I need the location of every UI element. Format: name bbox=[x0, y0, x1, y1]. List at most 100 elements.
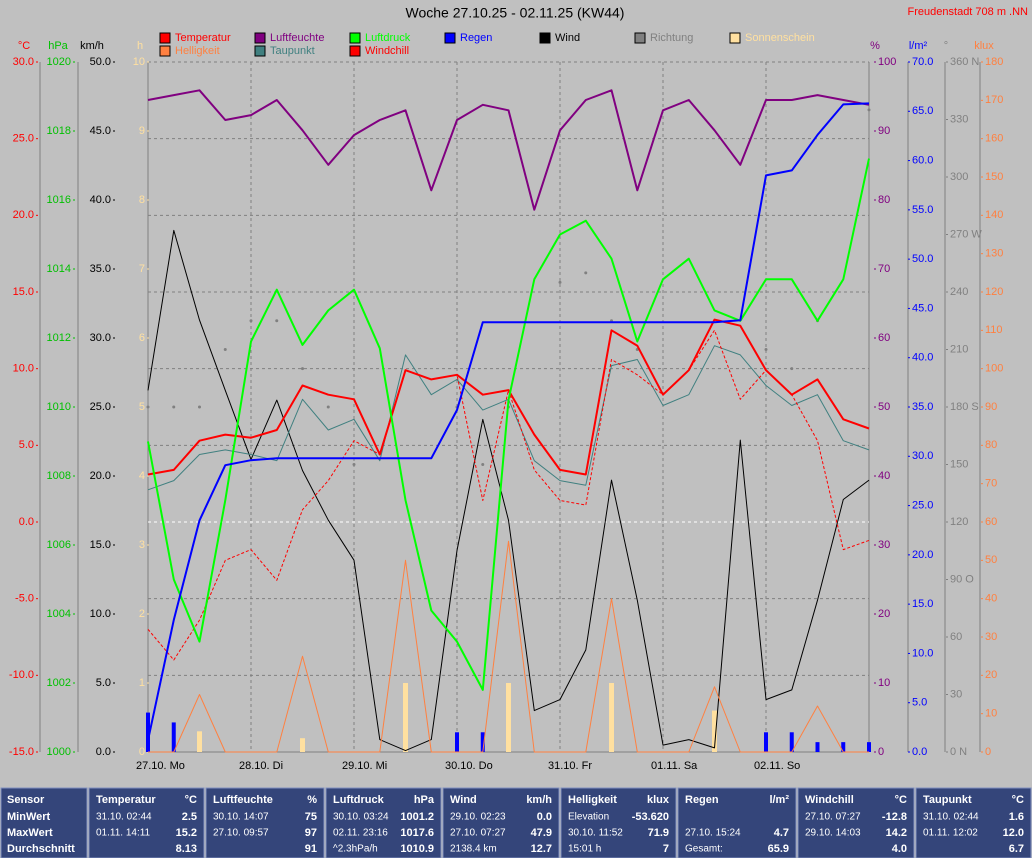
direction-dot bbox=[764, 348, 768, 351]
direction-dot bbox=[301, 367, 304, 371]
y-tick-label: 70.0 bbox=[912, 56, 933, 68]
table-cell-text: 01.11. 12:02 bbox=[923, 828, 978, 839]
y-tick-label: 60 bbox=[950, 631, 962, 643]
y-tick-label: 160 bbox=[985, 133, 1003, 145]
table-text: 47.9 bbox=[531, 827, 552, 839]
table-cell-text: 27.10. 15:24 bbox=[685, 828, 741, 839]
table-text: 91 bbox=[305, 843, 317, 855]
table-cell-text: 31.10. 02:44 bbox=[923, 812, 979, 823]
series-line bbox=[147, 89, 870, 211]
table-text: 4.7 bbox=[774, 827, 789, 839]
table-text: °C bbox=[185, 794, 197, 806]
bar bbox=[609, 683, 614, 752]
y-tick-label: -5.0 bbox=[15, 593, 34, 605]
table-text: hPa bbox=[414, 794, 435, 806]
series-line bbox=[147, 329, 870, 661]
y-tick-label: 5.0 bbox=[912, 697, 927, 709]
table-cell-box bbox=[325, 787, 442, 858]
y-tick-label: 35.0 bbox=[912, 401, 933, 413]
y-tick-label: 40 bbox=[878, 470, 890, 482]
y-tick-label: 0.0 bbox=[96, 746, 111, 758]
y-tick-label: 5.0 bbox=[19, 439, 34, 451]
y-tick-label: 180 bbox=[985, 56, 1003, 68]
table-text: Wind bbox=[450, 794, 477, 806]
table-text: 0.0 bbox=[537, 811, 552, 823]
legend-swatch bbox=[444, 32, 456, 44]
direction-dot bbox=[275, 319, 279, 323]
y-tick-label: 1004 bbox=[47, 608, 71, 620]
y-tick-label: 60.0 bbox=[912, 154, 933, 166]
axis-unit: % bbox=[870, 40, 880, 52]
y-tick-label: -10.0 bbox=[9, 669, 34, 681]
table-text: -53.620 bbox=[632, 811, 669, 823]
y-tick-label: 35.0 bbox=[90, 263, 111, 275]
y-tick-label: 330 bbox=[950, 113, 968, 125]
y-tick-label: 1008 bbox=[47, 470, 71, 482]
y-tick-label: 140 bbox=[985, 209, 1003, 221]
y-tick-label: 5 bbox=[139, 401, 145, 413]
y-tick-label: 10.0 bbox=[13, 363, 34, 375]
bar bbox=[403, 683, 408, 752]
y-tick-label: 1000 bbox=[47, 746, 71, 758]
legend-label: Helligkeit bbox=[175, 45, 220, 57]
table-cell-box bbox=[0, 787, 88, 858]
legend-swatch bbox=[349, 32, 361, 44]
y-tick-label: 10 bbox=[985, 708, 997, 720]
bar bbox=[506, 683, 511, 752]
legend-swatch bbox=[634, 32, 646, 44]
table-cell-text: 01.11. 14:11 bbox=[96, 828, 151, 839]
y-tick-label: 10 bbox=[878, 677, 890, 689]
x-tick-label: 31.10. Fr bbox=[548, 760, 592, 772]
direction-dot bbox=[558, 280, 562, 284]
table-cell-text: 27.10. 07:27 bbox=[450, 828, 506, 839]
y-tick-label: 0.0 bbox=[912, 746, 927, 758]
table-text: 4.0 bbox=[892, 843, 907, 855]
y-tick-label: 100 bbox=[878, 56, 896, 68]
y-tick-label: 1010 bbox=[47, 401, 71, 413]
table-text: Taupunkt bbox=[923, 794, 972, 806]
y-tick-label: 90 bbox=[985, 401, 997, 413]
y-tick-label: 20 bbox=[878, 608, 890, 620]
table-text: 1010.9 bbox=[400, 843, 434, 855]
table-text: MinWert bbox=[7, 811, 51, 823]
table-text: Durchschnitt bbox=[7, 843, 75, 855]
table-text: MaxWert bbox=[7, 827, 53, 839]
y-tick-label: 9 bbox=[139, 125, 145, 137]
y-tick-label: 40.0 bbox=[912, 352, 933, 364]
y-tick-label: 90 bbox=[878, 125, 890, 137]
y-tick-label: 50.0 bbox=[912, 253, 933, 265]
table-cell-box bbox=[677, 787, 797, 858]
table-cell-text: 30.10. 11:52 bbox=[568, 828, 623, 839]
y-tick-label: 1012 bbox=[47, 332, 71, 344]
table-text: 15.2 bbox=[176, 827, 197, 839]
y-tick-label: 270 W bbox=[950, 228, 982, 240]
y-tick-label: 30.0 bbox=[90, 332, 111, 344]
table-cell-text: Gesamt: bbox=[685, 844, 723, 855]
y-tick-label: 0 bbox=[139, 746, 145, 758]
axis-unit: l/m² bbox=[909, 40, 928, 52]
table-text: klux bbox=[647, 794, 670, 806]
legend-swatch bbox=[159, 45, 171, 57]
y-tick-label: 20.0 bbox=[912, 549, 933, 561]
direction-dot bbox=[326, 405, 330, 409]
y-tick-label: 30 bbox=[985, 631, 997, 643]
x-tick-label: 01.11. Sa bbox=[651, 760, 698, 772]
direction-dot bbox=[198, 405, 201, 409]
y-tick-label: 1016 bbox=[47, 194, 71, 206]
y-tick-label: 50 bbox=[878, 401, 890, 413]
y-tick-label: 25.0 bbox=[912, 499, 933, 511]
table-cell-text: 31.10. 02:44 bbox=[96, 812, 152, 823]
y-tick-label: 55.0 bbox=[912, 204, 933, 216]
y-tick-label: 10 bbox=[133, 56, 145, 68]
y-tick-label: 40 bbox=[985, 593, 997, 605]
table-text: 6.7 bbox=[1009, 843, 1024, 855]
legend-swatch bbox=[349, 45, 361, 57]
table-text: % bbox=[307, 794, 317, 806]
direction-dot bbox=[223, 348, 227, 351]
y-tick-label: 20.0 bbox=[90, 470, 111, 482]
y-tick-label: 70 bbox=[878, 263, 890, 275]
table-text: Luftfeuchte bbox=[213, 794, 273, 806]
table-text: 12.7 bbox=[531, 843, 552, 855]
y-tick-label: 1002 bbox=[47, 677, 71, 689]
